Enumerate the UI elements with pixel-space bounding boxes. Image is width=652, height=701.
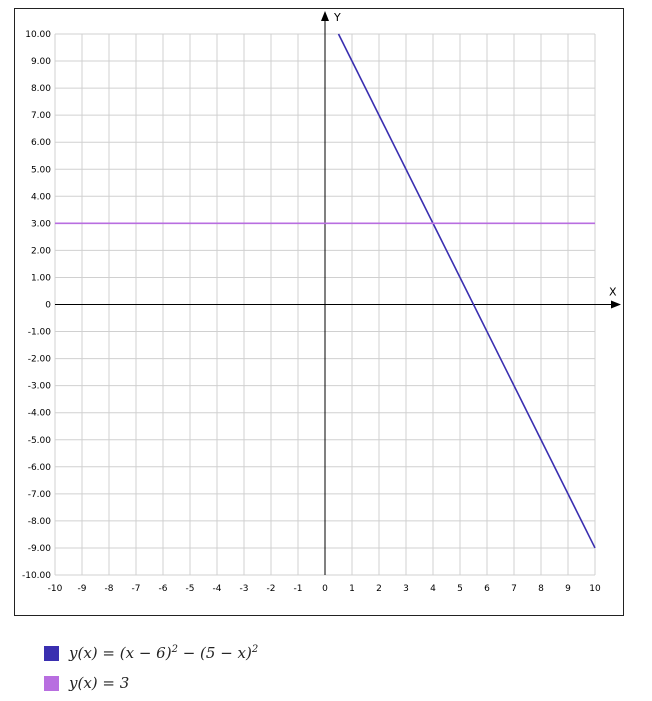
- y-tick-label: -9.00: [28, 544, 52, 554]
- y-tick-label: 5.00: [31, 165, 51, 175]
- y-tick-label: -1.00: [28, 328, 52, 338]
- x-tick-label: 5: [457, 584, 463, 594]
- legend: y(x) = (x − 6)2 − (5 − x)2 y(x) = 3: [44, 638, 258, 698]
- y-tick-label: 10.00: [25, 30, 51, 40]
- y-tick-label: -2.00: [28, 355, 52, 365]
- x-tick-label: -7: [132, 584, 141, 594]
- y-tick-label: -6.00: [28, 463, 52, 473]
- x-tick-label: -6: [159, 584, 168, 594]
- y-axis-label: Y: [333, 11, 341, 24]
- x-tick-label: -4: [213, 584, 222, 594]
- y-tick-label: 8.00: [31, 84, 51, 94]
- x-tick-label: 7: [511, 584, 517, 594]
- plot-frame: X Y -10 -9 -8 -7 -6 -5 -4 -3 -2 -1 0 1 2 3 4 5 6 7 8 9 10 10.00…: [14, 8, 624, 616]
- x-tick-label: 10: [589, 584, 601, 594]
- legend-swatch-1: [44, 645, 59, 661]
- y-axis-arrow: [321, 11, 329, 21]
- x-tick-label: -10: [48, 584, 63, 594]
- x-tick-label: 3: [403, 584, 409, 594]
- x-tick-label: -1: [294, 584, 303, 594]
- x-tick-label: -9: [78, 584, 87, 594]
- series-line-1: [337, 33, 596, 549]
- legend-swatch-2: [44, 675, 59, 691]
- x-axis-label: X: [609, 286, 617, 299]
- y-tick-label: 9.00: [31, 57, 51, 67]
- x-tick-label: 8: [538, 584, 544, 594]
- x-tick-label: -2: [267, 584, 276, 594]
- y-tick-label: 1.00: [31, 273, 51, 283]
- x-tick-label: -3: [240, 584, 249, 594]
- y-tick-label: 3.00: [31, 219, 51, 229]
- y-tick-label: -8.00: [28, 517, 52, 527]
- plot-area: XY-10 -9 -8 -7 -6 -5 -4 -3 -2 -1 0 1 2 3 4 5 6 7 8 9 1010.00…: [22, 11, 621, 594]
- x-tick-label: -5: [186, 584, 195, 594]
- y-tick-label: -4.00: [28, 409, 52, 419]
- legend-item-2: y(x) = 3: [44, 668, 258, 698]
- y-tick-label: -7.00: [28, 490, 52, 500]
- x-axis-arrow: [611, 300, 621, 309]
- y-tick-label: -10.00: [22, 571, 51, 581]
- y-tick-label: 6.00: [31, 138, 51, 148]
- legend-formula-1: y(x) = (x − 6)2 − (5 − x)2: [69, 644, 259, 662]
- legend-item-1: y(x) = (x − 6)2 − (5 − x)2: [44, 638, 258, 668]
- y-tick-label: -5.00: [28, 436, 52, 446]
- x-tick-label: 1: [349, 584, 355, 594]
- legend-formula-2: y(x) = 3: [69, 674, 130, 692]
- x-tick-label: 6: [484, 584, 490, 594]
- y-tick-label: 4.00: [31, 192, 51, 202]
- x-tick-label: -8: [105, 584, 114, 594]
- y-tick-label: 2.00: [31, 246, 51, 256]
- x-tick-label: 4: [430, 584, 436, 594]
- x-tick-label: 0: [322, 584, 328, 594]
- y-tick-label: -3.00: [28, 382, 52, 392]
- y-tick-label: 0: [45, 301, 51, 311]
- x-tick-label: 9: [565, 584, 571, 594]
- x-tick-label: 2: [376, 584, 382, 594]
- y-tick-label: 7.00: [31, 111, 51, 121]
